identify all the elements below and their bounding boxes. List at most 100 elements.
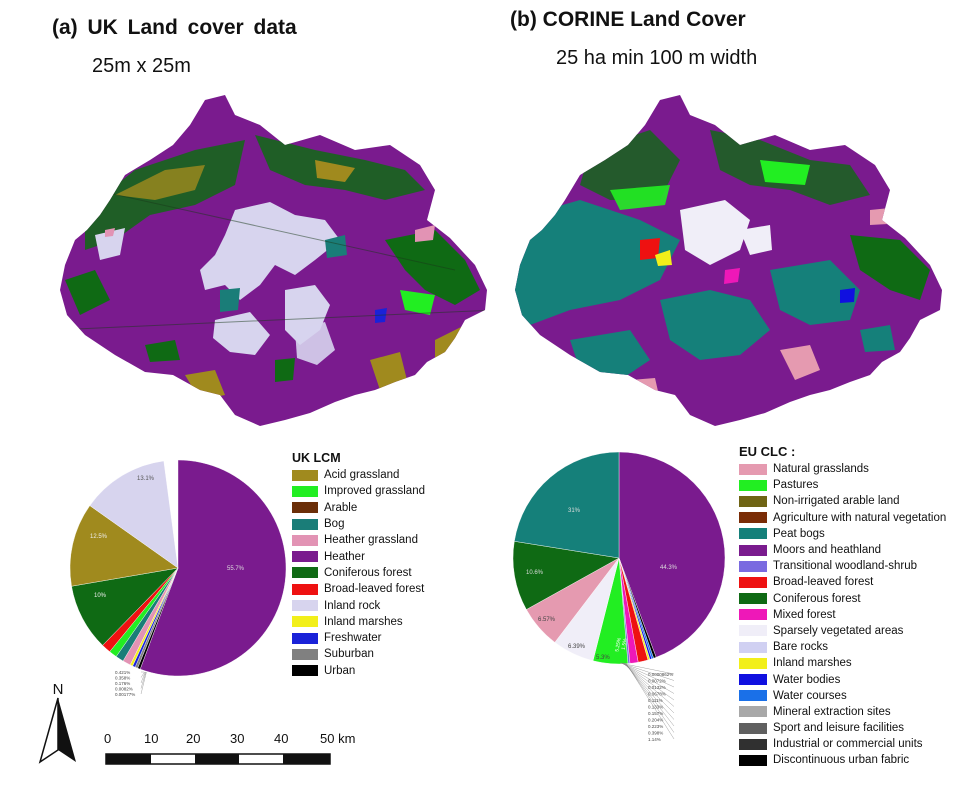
eu-clc-legend: EU CLC : Natural grasslands Pastures Non-i…: [739, 444, 946, 769]
legend-label: Inland marshes: [773, 657, 852, 670]
scale-tick-50: 50 km: [320, 731, 356, 746]
panel-b-subtitle: 25 ha min 100 m width: [556, 47, 758, 69]
legend-swatch: [292, 600, 318, 612]
legend-item: Inland marshes: [292, 614, 425, 630]
legend-item: Broad-leaved forest: [739, 574, 946, 590]
legend-item: Transitional woodland-shrub: [739, 558, 946, 574]
legend-item: Water courses: [739, 688, 946, 704]
pie-small-label: 0.0082%: [115, 687, 133, 692]
pie-slice: [89, 460, 179, 569]
pie-small-label: 0.398%: [648, 731, 663, 736]
legend-item: Coniferous forest: [292, 565, 425, 581]
pie-small-label: 0.223%: [648, 724, 663, 729]
pie-small-label: 0.421%: [115, 670, 130, 675]
legend-item: Peat bogs: [739, 526, 946, 542]
legend-swatch: [739, 528, 767, 540]
legend-swatch: [292, 485, 318, 497]
pie-b-label-coniferous: 10.6%: [526, 570, 544, 576]
legend-swatch: [739, 495, 767, 507]
legend-swatch: [739, 754, 767, 766]
legend-label: Water courses: [773, 689, 847, 702]
pie-slice: [69, 505, 179, 587]
uk-lcm-pie-chart: 55.7% 13.1% 12.5% 10% 0.421%0.358%0.176%…: [69, 459, 287, 697]
legend-item: Agriculture with natural vegetation: [739, 510, 946, 526]
legend-item: Sparsely vegetated areas: [739, 623, 946, 639]
panel-a-subtitle: 25m x 25m: [92, 55, 191, 77]
legend-label: Sport and leisure facilities: [773, 722, 905, 735]
pie-slice: [139, 459, 287, 677]
legend-item: Heather: [292, 548, 425, 564]
legend-swatch: [292, 567, 318, 579]
corine-pie-chart: 44.3% 31% 10.6% 6.57% 6.39% 5.3% 5.25% 1…: [512, 451, 726, 742]
legend-item: Improved grassland: [292, 483, 425, 499]
legend-label: Water bodies: [773, 673, 841, 686]
legend-item: Natural grasslands: [739, 461, 946, 477]
pie-small-label: 0.204%: [648, 718, 663, 723]
legend-swatch: [739, 576, 767, 588]
legend-label: Mineral extraction sites: [773, 705, 891, 718]
legend-swatch: [292, 665, 318, 677]
pie-b-label-peat: 31%: [568, 508, 581, 514]
panel-a-title: (a) UK Land cover data: [52, 16, 297, 39]
pie-small-label: 0.157%: [648, 711, 663, 716]
legend-label: Bog: [324, 518, 345, 531]
legend-label: Arable: [324, 501, 358, 514]
legend-swatch: [292, 518, 318, 530]
legend-swatch: [739, 609, 767, 621]
pie-small-label: 0.111%: [648, 698, 663, 703]
pie-small-label: 0.0000862%: [648, 672, 673, 677]
legend-label: Discontinuous urban fabric: [773, 754, 910, 767]
scale-tick-40: 40: [274, 731, 289, 746]
legend-item: Bog: [292, 516, 425, 532]
legend-swatch: [292, 583, 318, 595]
legend-label: Coniferous forest: [773, 592, 861, 605]
legend-label: Broad-leaved forest: [324, 583, 425, 596]
pie-b-label-moors: 44.3%: [660, 565, 678, 571]
legend-title: EU CLC :: [739, 444, 796, 459]
panel-b-title: (b) CORINE Land Cover: [510, 8, 746, 31]
legend-item: Urban: [292, 663, 425, 679]
pie-small-label: 0.00177%: [115, 692, 135, 697]
pie-small-label: 0.0072%: [648, 679, 666, 684]
north-arrow-icon: N: [38, 681, 76, 764]
pie-a-label-heather: 55.7%: [227, 566, 245, 572]
legend-swatch: [739, 625, 767, 637]
pie-slice: [618, 451, 726, 658]
pie-a-label-coniferous: 10%: [94, 593, 107, 599]
pie-a-label-inland-rock: 13.1%: [137, 476, 155, 482]
legend-swatch: [292, 616, 318, 628]
legend-item: Moors and heathland: [739, 542, 946, 558]
legend-swatch: [292, 632, 318, 644]
pie-small-label: 0.0678%: [648, 692, 666, 697]
pie-small-label: 0.176%: [115, 681, 130, 686]
legend-item: Arable: [292, 500, 425, 516]
legend-item: Heather grassland: [292, 532, 425, 548]
legend-label: Coniferous forest: [324, 566, 412, 579]
legend-label: Freshwater: [324, 632, 382, 645]
pie-small-label: 0.133%: [648, 705, 663, 710]
legend-label: Sparsely vegetated areas: [773, 624, 904, 637]
legend-label: Suburban: [324, 648, 374, 661]
legend-item: Inland marshes: [739, 655, 946, 671]
legend-item: Freshwater: [292, 630, 425, 646]
north-label: N: [53, 681, 64, 698]
legend-label: Moors and heathland: [773, 544, 882, 557]
legend-label: Acid grassland: [324, 469, 400, 482]
legend-swatch: [739, 641, 767, 653]
legend-label: Inland rock: [324, 599, 381, 612]
pie-small-label: 0.358%: [115, 676, 130, 681]
legend-swatch: [292, 502, 318, 514]
legend-item: Inland rock: [292, 597, 425, 613]
legend-label: Urban: [324, 664, 356, 677]
pie-small-label: 1.14%: [648, 737, 661, 742]
pie-slice: [512, 541, 620, 610]
legend-title: UK LCM: [292, 451, 341, 465]
legend-label: Non-irrigated arable land: [773, 495, 900, 508]
pie-b-label-sparse: 6.39%: [568, 644, 586, 650]
legend-swatch: [292, 534, 318, 546]
legend-label: Industrial or commercial units: [773, 738, 923, 751]
legend-item: Pastures: [739, 477, 946, 493]
legend-swatch: [739, 738, 767, 750]
legend-label: Peat bogs: [773, 527, 825, 540]
legend-label: Heather grassland: [324, 534, 418, 547]
